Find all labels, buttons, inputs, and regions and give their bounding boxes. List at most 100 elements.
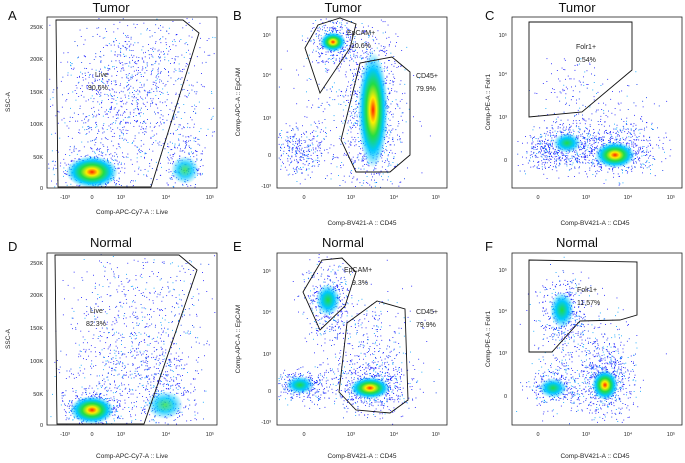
event-dot <box>177 128 178 130</box>
event-dot <box>293 145 295 147</box>
event-dot <box>92 89 93 91</box>
event-dot <box>133 112 135 114</box>
event-dot <box>152 98 154 100</box>
event-dot <box>98 113 100 115</box>
event-dot <box>139 148 140 150</box>
event-dot <box>138 109 139 111</box>
event-dot <box>123 134 124 136</box>
event-dot <box>343 61 345 62</box>
event-dot <box>346 100 347 101</box>
event-dot <box>566 160 567 162</box>
event-dot <box>649 137 650 139</box>
event-dot <box>166 99 168 101</box>
y-tick-a-50k: 50K <box>33 155 43 161</box>
event-dot <box>98 109 100 111</box>
event-dot <box>151 130 153 132</box>
event-dot <box>52 104 54 106</box>
event-dot <box>186 142 188 144</box>
event-dot <box>295 173 297 174</box>
event-dot <box>565 159 567 160</box>
event-dot <box>306 168 308 170</box>
event-dot <box>357 120 359 122</box>
event-dot <box>170 149 172 151</box>
event-dot <box>556 151 558 153</box>
event-dot <box>349 31 351 32</box>
event-dot <box>407 167 408 169</box>
event-dot <box>96 94 98 95</box>
event-dot <box>646 147 648 149</box>
event-dot <box>112 145 114 147</box>
event-dot <box>641 151 643 152</box>
event-dot <box>530 157 531 159</box>
event-dot <box>68 127 70 129</box>
event-dot <box>199 144 201 146</box>
event-dot <box>51 160 53 162</box>
event-dot <box>540 155 542 157</box>
event-dot <box>286 141 288 142</box>
event-dot <box>351 58 353 60</box>
event-dot <box>584 148 586 149</box>
event-dot <box>159 72 161 74</box>
event-dot <box>330 163 332 165</box>
event-dot <box>301 147 303 149</box>
event-dot <box>110 107 112 109</box>
event-dot <box>323 25 325 27</box>
event-dot <box>75 99 77 101</box>
event-dot <box>376 173 377 174</box>
event-dot <box>301 35 303 37</box>
event-dot <box>161 92 163 93</box>
event-dot <box>596 160 597 162</box>
event-dot <box>618 184 620 186</box>
event-dot <box>599 129 600 131</box>
event-dot <box>332 55 334 57</box>
event-dot <box>635 145 637 147</box>
event-dot <box>405 121 407 123</box>
event-dot <box>78 150 80 152</box>
event-dot <box>95 155 97 157</box>
event-dot <box>330 144 332 146</box>
event-dot <box>600 138 602 140</box>
event-dot <box>118 172 120 174</box>
event-dot <box>554 149 556 151</box>
event-dot <box>100 88 102 90</box>
event-dot <box>594 165 596 167</box>
event-dot <box>172 44 174 46</box>
event-dot <box>319 28 321 30</box>
event-dot <box>600 85 602 86</box>
event-dot <box>642 172 643 174</box>
event-dot <box>282 153 284 155</box>
event-dot <box>584 71 586 73</box>
event-dot <box>374 185 376 187</box>
event-dot <box>636 153 638 155</box>
event-dot <box>131 96 133 98</box>
event-dot <box>539 136 541 138</box>
event-dot <box>168 50 170 52</box>
event-dot <box>169 177 171 179</box>
event-dot <box>354 44 356 45</box>
gate-live-a <box>55 19 200 188</box>
event-dot <box>302 154 304 156</box>
event-dot <box>579 162 581 164</box>
event-dot <box>175 70 177 71</box>
event-dot <box>342 109 344 111</box>
event-dot <box>385 31 386 33</box>
event-dot <box>196 154 198 156</box>
event-dot <box>299 152 301 154</box>
event-dot <box>75 148 77 150</box>
event-dot <box>645 155 646 156</box>
event-dot <box>580 145 582 147</box>
event-dot <box>107 72 109 74</box>
event-dot <box>103 54 105 56</box>
event-dot <box>108 68 109 70</box>
event-dot <box>310 133 311 135</box>
event-dot <box>115 183 117 184</box>
event-dot <box>313 43 314 45</box>
event-dot <box>185 142 187 144</box>
event-dot <box>337 68 339 70</box>
event-dot <box>86 87 88 89</box>
density-epcam-b <box>320 32 346 52</box>
event-dot <box>579 128 581 130</box>
event-dot <box>85 134 87 135</box>
event-dot <box>625 143 627 144</box>
event-dot <box>398 185 400 187</box>
